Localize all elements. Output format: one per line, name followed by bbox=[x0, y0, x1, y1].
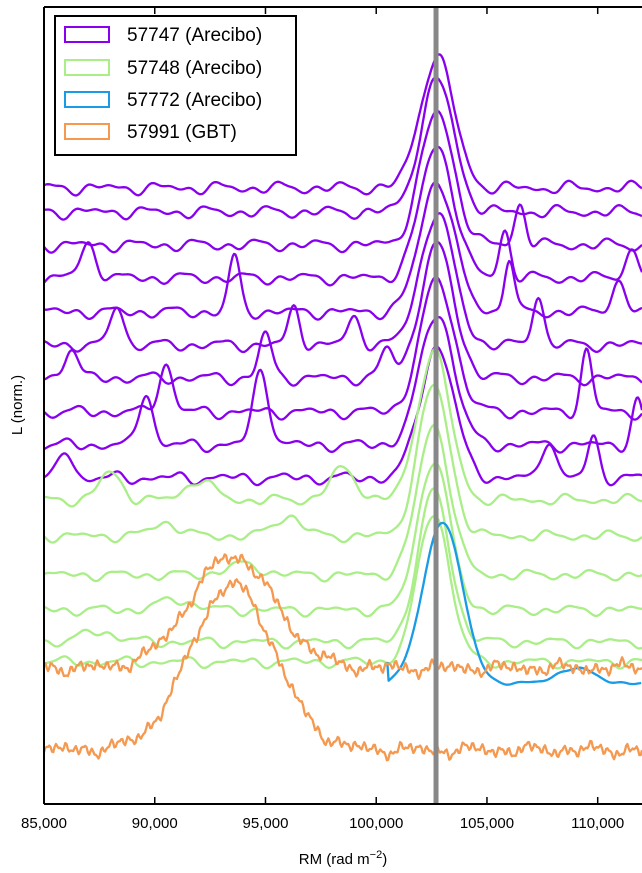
series-line-57747-6 bbox=[44, 212, 642, 354]
legend-label-57748: 57748 (Arecibo) bbox=[127, 58, 262, 79]
legend-label-57772: 57772 (Arecibo) bbox=[127, 90, 262, 111]
legend-swatch-57748 bbox=[64, 59, 110, 76]
x-tick-label: 85,000 bbox=[21, 815, 67, 832]
legend-label-57747: 57747 (Arecibo) bbox=[127, 25, 262, 46]
legend-entry-57747: 57747 (Arecibo) bbox=[64, 25, 262, 46]
plot-frame bbox=[43, 6, 642, 805]
x-tick-label: 95,000 bbox=[243, 815, 289, 832]
series-line-57747-2 bbox=[44, 76, 642, 221]
series-line-57991-2 bbox=[44, 578, 642, 762]
legend-swatch-57747 bbox=[64, 26, 110, 43]
series-line-57748-3 bbox=[44, 423, 642, 583]
x-axis-label-close: ) bbox=[382, 851, 387, 868]
series-line-57747-9 bbox=[44, 315, 642, 454]
legend-entry-57748: 57748 (Arecibo) bbox=[64, 58, 262, 79]
series-line-57748-5 bbox=[44, 487, 642, 650]
series-line-57991-1 bbox=[44, 553, 642, 681]
legend-swatch-57772 bbox=[64, 91, 110, 108]
x-tick-label: 100,000 bbox=[349, 815, 403, 832]
legend-swatch-57991 bbox=[64, 123, 110, 140]
curves-layer bbox=[44, 53, 642, 762]
series-line-57748-2 bbox=[44, 383, 642, 544]
series-line-57748-1 bbox=[44, 347, 642, 508]
x-axis-label-main: RM (rad m bbox=[299, 851, 370, 868]
x-axis-ticks: 85,000 90,000 95,000 100,000 105,000 110,000 bbox=[21, 7, 624, 832]
series-line-57747-3 bbox=[44, 109, 642, 254]
legend-box bbox=[54, 15, 297, 156]
legend-entry-57772: 57772 (Arecibo) bbox=[64, 90, 262, 111]
x-axis-label: RM (rad m−2) bbox=[299, 849, 387, 868]
x-tick-label: 105,000 bbox=[460, 815, 514, 832]
y-axis-label: L (norm.) bbox=[9, 375, 26, 435]
series-line-57747-5 bbox=[44, 181, 642, 321]
series-line-57747-7 bbox=[44, 240, 642, 387]
legend-entry-57991: 57991 (GBT) bbox=[64, 122, 237, 143]
x-tick-label: 110,000 bbox=[571, 815, 624, 832]
x-tick-label: 90,000 bbox=[132, 815, 178, 832]
series-line-57747-1 bbox=[44, 53, 642, 197]
series-line-57772-1 bbox=[386, 521, 642, 686]
series-line-57747-10 bbox=[44, 345, 642, 487]
legend-label-57991: 57991 (GBT) bbox=[127, 122, 237, 143]
series-line-57748-4 bbox=[44, 462, 642, 618]
series-line-57747-8 bbox=[44, 275, 642, 421]
series-line-57747-4 bbox=[44, 145, 642, 287]
legend: 57747 (Arecibo) 57748 (Arecibo) 57772 (A… bbox=[54, 15, 297, 156]
x-axis-label-superscript: −2 bbox=[370, 849, 383, 861]
